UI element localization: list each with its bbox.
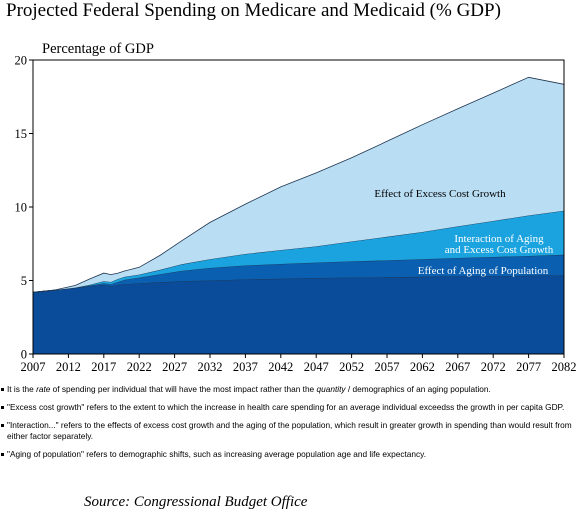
chart: 2007 2012 2017 2022 2027 2032 2037 2042 2047 2052… [15,41,577,374]
x-tick-label: 2032 [198,360,223,374]
footnote: "Excess cost growth" refers to the exten… [0,402,588,413]
x-tick-label: 2037 [233,360,258,374]
x-tick-label: 2077 [516,360,541,374]
footnote: It is the rate of spending per individua… [0,384,588,395]
footnote: "Interaction..." refers to the effects o… [0,420,588,442]
area-0 [33,275,564,354]
x-tick-label: 2027 [162,360,187,374]
series-label: Interaction of Aging and Excess Cost Grow… [445,233,554,256]
area-1 [33,254,564,293]
y-tick-label: 15 [15,127,28,141]
x-tick-label: 2052 [339,360,364,374]
series-line-3 [32,76,565,293]
x-tick-label: 2067 [445,360,470,374]
bullet-icon [1,452,4,456]
x-tick-label: 2072 [481,360,506,374]
x-tick-label: 2007 [21,360,46,374]
y-tick-label: 0 [21,348,27,362]
x-tick-label: 2047 [304,360,329,374]
bullet-icon [1,423,4,427]
area-3 [33,77,564,293]
x-tick-label: 2017 [91,360,116,374]
x-tick-label: 2082 [552,360,577,374]
x-tick-label: 2057 [375,360,400,374]
y-tick-label: 10 [15,201,28,215]
x-tick-label: 2062 [410,360,435,374]
source-note: Source: Congressional Budget Office [84,494,308,510]
x-tick-label: 2012 [56,360,81,374]
chart-title: Projected Federal Spending on Medicare a… [6,0,501,21]
bullet-icon [1,405,4,409]
area-2 [33,210,564,293]
bullet-icon [1,387,4,391]
footnote: "Aging of population" refers to demograp… [0,449,588,460]
series-label: Effect of Aging of Population [418,265,549,277]
series-label: Effect of Excess Cost Growth [374,188,506,200]
y-axis-label: Percentage of GDP [42,41,154,57]
x-tick-label: 2042 [268,360,293,374]
y-tick-label: 5 [21,274,27,288]
y-tick-label: 20 [15,54,28,68]
x-tick-label: 2022 [127,360,152,374]
footnotes: It is the rate of spending per individua… [0,384,588,467]
